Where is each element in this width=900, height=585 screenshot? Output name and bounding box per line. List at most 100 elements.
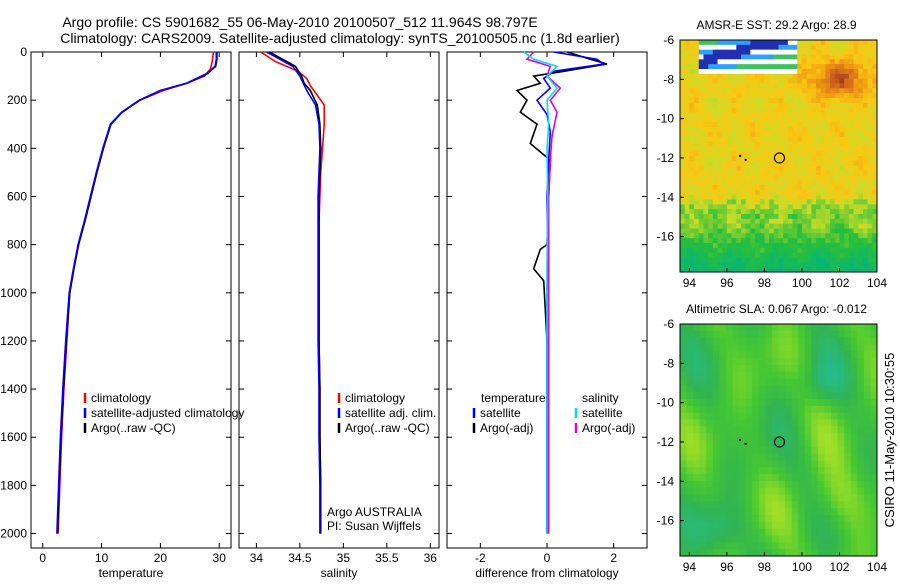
sst-map-cell — [694, 185, 700, 191]
sla-map-cell — [693, 467, 701, 475]
sla-map-cell — [804, 549, 812, 556]
sst-map-cell — [844, 252, 850, 259]
sst-map-cell — [853, 267, 859, 272]
sla-map-cell — [765, 419, 773, 427]
sst-map-cell — [853, 262, 859, 268]
sla-map-cell — [725, 378, 734, 387]
sst-map-cell — [755, 69, 761, 75]
sla-map-cell — [712, 412, 720, 421]
sst-map-cell — [745, 180, 751, 186]
sst-map-cell — [783, 267, 789, 272]
sst-map-cell — [750, 233, 756, 239]
sst-map-cell — [825, 243, 831, 249]
sst-map-cell — [764, 252, 770, 259]
sla-map-cell — [752, 330, 760, 339]
sst-map-cell — [712, 64, 719, 70]
sst-map-cell — [773, 160, 780, 167]
sla-map-cell — [811, 440, 819, 448]
sst-map-cell — [797, 267, 803, 272]
sst-map-cell — [698, 228, 705, 234]
sla-map-cell — [844, 337, 852, 346]
sst-map-cell — [698, 151, 705, 157]
sst-map-cell — [680, 146, 686, 152]
sst-map-cell — [806, 49, 812, 56]
sst-map-cell — [844, 185, 850, 191]
sst-map-cell — [872, 151, 877, 157]
sst-map-cell — [806, 88, 812, 94]
sla-map-cell — [693, 378, 701, 387]
sla-map-cell — [798, 542, 806, 550]
sst-map-cell — [703, 112, 709, 118]
sst-map-cell — [759, 54, 766, 60]
sla-map-cell — [778, 364, 786, 373]
sst-map-cell — [703, 49, 709, 56]
sst-map-cell — [694, 131, 700, 138]
sst-map-cell — [867, 73, 873, 80]
temperature-legend-entry-label: climatology — [91, 391, 151, 405]
sla-map-cell — [831, 385, 839, 393]
sla-map-cell — [857, 358, 865, 366]
sst-map-cell — [750, 136, 756, 143]
sst-map-cell — [787, 204, 794, 210]
sst-map-cell — [717, 160, 723, 167]
sst-map-cell — [755, 122, 761, 128]
sst-map-cell — [755, 252, 761, 259]
sst-map-cell — [759, 252, 766, 259]
sst-map-cell — [830, 122, 836, 128]
sst-map-cell — [689, 233, 695, 239]
sla-map-cell — [870, 440, 877, 448]
sst-map-cell — [820, 40, 826, 46]
sst-map-cell — [750, 98, 756, 104]
sst-map-cell — [825, 185, 831, 191]
sst-map-cell — [712, 262, 719, 268]
sst-map-cell — [708, 151, 714, 157]
sst-map-cell — [825, 73, 831, 80]
sst-map-cell — [853, 69, 859, 75]
sst-map-ytick-label: -10 — [657, 112, 675, 126]
sla-map-cell — [719, 412, 727, 421]
sst-map-cell — [834, 83, 841, 89]
sla-map-cell — [765, 453, 773, 462]
sst-map-cell — [708, 88, 714, 94]
sst-map-cell — [825, 223, 831, 230]
sla-map-cell — [870, 474, 877, 482]
sla-map-cell — [831, 419, 839, 427]
sst-map-cell — [740, 146, 747, 152]
sst-map-cell — [698, 54, 705, 60]
sst-map-cell — [825, 146, 831, 152]
sla-map-cell — [870, 399, 877, 407]
sst-map-cell — [750, 44, 756, 51]
sst-map-cell — [736, 160, 742, 167]
sla-map-cell — [817, 453, 826, 462]
sst-map-cell — [759, 78, 766, 85]
sst-map-cell — [862, 40, 869, 46]
sst-map-cell — [759, 49, 766, 56]
sla-map-cell — [824, 419, 832, 427]
sst-map-cell — [769, 93, 775, 99]
sst-map-cell — [712, 59, 719, 65]
sst-map-cell — [731, 180, 737, 186]
sst-map-cell — [712, 175, 719, 181]
sla-map-cell — [824, 412, 832, 421]
sst-map-cell — [783, 40, 789, 46]
sst-map-cell — [712, 204, 719, 210]
sla-map-cell — [850, 419, 858, 427]
sst-map-cell — [769, 131, 775, 138]
sla-map-cell — [706, 446, 714, 455]
sst-map-cell — [736, 83, 742, 89]
sst-map-cell — [801, 228, 808, 234]
sst-map-cell — [680, 59, 686, 65]
sla-map-cell — [870, 371, 877, 380]
sst-map-cell — [792, 189, 798, 196]
sst-map-cell — [825, 204, 831, 210]
sst-map-cell — [703, 175, 709, 181]
sla-map-cell — [699, 542, 707, 550]
sst-map-cell — [712, 160, 719, 167]
sst-map-cell — [689, 102, 695, 109]
sla-map-cell — [693, 344, 701, 352]
difference-legend-salinity-entry-label: satellite — [582, 406, 623, 420]
sst-map-cell — [811, 223, 817, 230]
sst-map-cell — [745, 262, 751, 268]
sla-map-cell — [831, 549, 839, 556]
sst-map-cell — [834, 156, 841, 162]
